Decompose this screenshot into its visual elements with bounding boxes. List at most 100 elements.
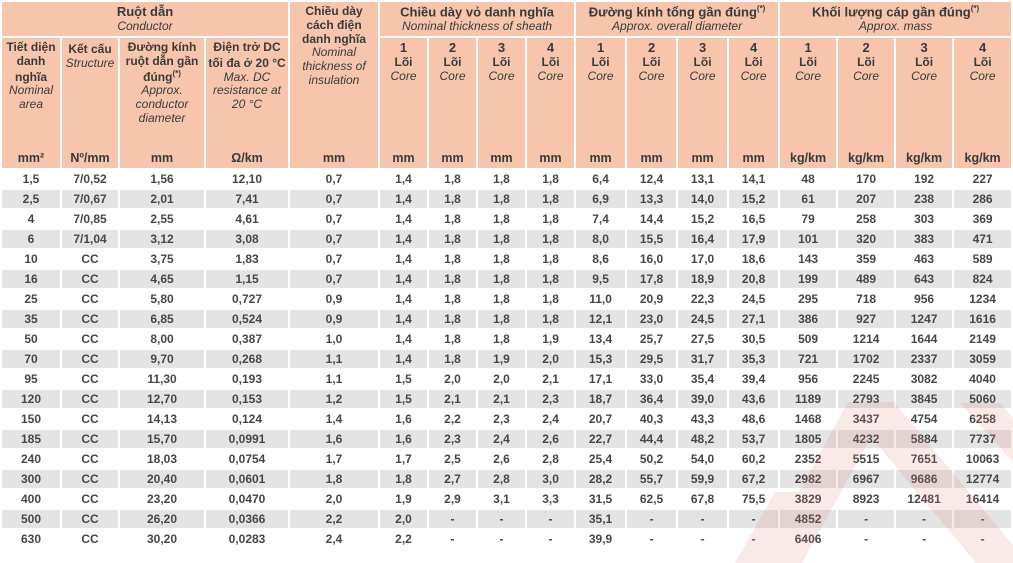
cell-conductor-diameter: 6,85 — [120, 310, 204, 328]
cell-mass-2core: 2793 — [838, 390, 895, 408]
cell-diameter-3core: 48,2 — [678, 430, 728, 448]
cell-structure: CC — [62, 470, 118, 488]
cell-sheath-3core: 1,8 — [478, 210, 526, 228]
cell-sheath-2core: 1,8 — [429, 250, 477, 268]
cell-mass-4core: 1616 — [954, 310, 1012, 328]
cell-sheath-3core: 2,1 — [478, 390, 526, 408]
cell-sheath-3core: 1,8 — [478, 270, 526, 288]
cell-diameter-3core: - — [678, 510, 728, 528]
cell-diameter-3core: 14,0 — [678, 190, 728, 208]
cell-structure: CC — [62, 390, 118, 408]
cell-diameter-2core: 44,4 — [627, 430, 677, 448]
cell-sheath-2core: 2,1 — [429, 390, 477, 408]
cell-dc-resistance: 0,0366 — [206, 510, 289, 528]
cell-diameter-1core: 31,5 — [576, 490, 626, 508]
table-row: 150 CC 14,13 0,124 1,4 1,6 2,2 2,3 2,4 20,7 40,3 43… — [2, 410, 1012, 428]
cell-mass-4core: 286 — [954, 190, 1012, 208]
cell-mass-4core: 369 — [954, 210, 1012, 228]
cell-insulation-thickness: 1,8 — [290, 470, 379, 488]
cell-conductor-diameter: 4,65 — [120, 270, 204, 288]
column-mass-3core: 3 Lõi Core kg/km — [896, 38, 953, 168]
cell-sheath-2core: 1,8 — [429, 310, 477, 328]
cell-sheath-3core: 2,8 — [478, 470, 526, 488]
cell-mass-1core: 101 — [780, 230, 837, 248]
cell-sheath-1core: 1,9 — [380, 490, 428, 508]
cell-sheath-2core: 2,2 — [429, 410, 477, 428]
table-row: 185 CC 15,70 0,0991 1,6 1,6 2,3 2,4 2,6 22,7 44,4 4… — [2, 430, 1012, 448]
cell-dc-resistance: 0,153 — [206, 390, 289, 408]
cell-mass-3core: 463 — [896, 250, 953, 268]
cell-nominal-area: 400 — [2, 490, 60, 508]
cell-diameter-2core: 15,5 — [627, 230, 677, 248]
cell-sheath-1core: 1,7 — [380, 450, 428, 468]
cell-mass-3core: 1247 — [896, 310, 953, 328]
cell-structure: 7/0,52 — [62, 170, 118, 188]
cell-dc-resistance: 0,124 — [206, 410, 289, 428]
group-sheath-label-vn: Chiều dày vỏ danh nghĩa — [400, 4, 554, 20]
cell-structure: CC — [62, 450, 118, 468]
column-mass-4core: 4 Lõi Core kg/km — [954, 38, 1012, 168]
cell-mass-1core: 3829 — [780, 490, 837, 508]
cell-mass-3core: 2337 — [896, 350, 953, 368]
table-row: 400 CC 23,20 0,0470 2,0 1,9 2,9 3,1 3,3 31,5 62,5 6… — [2, 490, 1012, 508]
cell-conductor-diameter: 5,80 — [120, 290, 204, 308]
cell-insulation-thickness: 0,7 — [290, 190, 379, 208]
cell-diameter-3core: 31,7 — [678, 350, 728, 368]
cell-insulation-thickness: 1,1 — [290, 350, 379, 368]
cell-mass-3core: 643 — [896, 270, 953, 288]
cell-sheath-2core: 1,8 — [429, 210, 477, 228]
insulation-label-en: Nominal thickness of insulation — [302, 45, 366, 87]
cell-mass-2core: 8923 — [838, 490, 895, 508]
cell-sheath-1core: 1,5 — [380, 390, 428, 408]
cell-conductor-diameter: 3,12 — [120, 230, 204, 248]
table-row: 95 CC 11,30 0,193 1,1 1,5 2,0 2,0 2,1 17,1 33,0 35,… — [2, 370, 1012, 388]
cell-nominal-area: 300 — [2, 470, 60, 488]
cell-nominal-area: 95 — [2, 370, 60, 388]
cell-sheath-1core: 1,4 — [380, 330, 428, 348]
cell-sheath-1core: 2,0 — [380, 510, 428, 528]
cell-diameter-1core: 25,4 — [576, 450, 626, 468]
cell-diameter-1core: 7,4 — [576, 210, 626, 228]
column-mass-1core: 1 Lõi Core kg/km — [780, 38, 837, 168]
cell-diameter-2core: 23,0 — [627, 310, 677, 328]
cell-insulation-thickness: 0,9 — [290, 310, 379, 328]
group-mass-label-en: Approx. mass — [858, 18, 933, 33]
cable-spec-table: Ruột dẫn Conductor Chiều dày cách điện d… — [2, 2, 1012, 548]
cell-sheath-1core: 1,4 — [380, 170, 428, 188]
cell-mass-3core: 238 — [896, 190, 953, 208]
cell-mass-2core: 1214 — [838, 330, 895, 348]
cell-mass-4core: 471 — [954, 230, 1012, 248]
cell-diameter-4core: 67,2 — [729, 470, 779, 488]
cell-insulation-thickness: 1,6 — [290, 430, 379, 448]
column-conductor-0: Tiết diện danh nghĩa Nominal area mm² — [2, 38, 60, 168]
group-conductor: Ruột dẫn Conductor — [2, 2, 289, 36]
cell-nominal-area: 185 — [2, 430, 60, 448]
cell-dc-resistance: 1,83 — [206, 250, 289, 268]
cell-sheath-1core: 1,8 — [380, 470, 428, 488]
cell-insulation-thickness: 2,2 — [290, 510, 379, 528]
cell-diameter-4core: - — [729, 510, 779, 528]
cell-structure: CC — [62, 530, 118, 548]
cell-diameter-3core: 35,4 — [678, 370, 728, 388]
cell-diameter-1core: 17,1 — [576, 370, 626, 388]
cell-mass-1core: 721 — [780, 350, 837, 368]
column-diameter-1core: 1 Lõi Core mm — [576, 38, 626, 168]
cell-sheath-4core: 1,8 — [527, 290, 575, 308]
table-row: 35 CC 6,85 0,524 0,9 1,4 1,8 1,8 1,8 12,1 23,0 24,5… — [2, 310, 1012, 328]
cell-conductor-diameter: 26,20 — [120, 510, 204, 528]
cell-structure: CC — [62, 410, 118, 428]
cell-dc-resistance: 0,727 — [206, 290, 289, 308]
cell-mass-2core: 258 — [838, 210, 895, 228]
cell-nominal-area: 6 — [2, 230, 60, 248]
table-row: 70 CC 9,70 0,268 1,1 1,4 1,8 1,9 2,0 15,3 29,5 31,7… — [2, 350, 1012, 368]
cell-mass-4core: 16414 — [954, 490, 1012, 508]
cell-diameter-2core: 36,4 — [627, 390, 677, 408]
cell-sheath-3core: 2,3 — [478, 410, 526, 428]
cell-sheath-4core: 1,8 — [527, 170, 575, 188]
cell-dc-resistance: 0,387 — [206, 330, 289, 348]
cell-structure: CC — [62, 350, 118, 368]
cell-dc-resistance: 12,10 — [206, 170, 289, 188]
cell-sheath-4core: 2,8 — [527, 450, 575, 468]
cell-conductor-diameter: 2,01 — [120, 190, 204, 208]
column-diameter-4core: 4 Lõi Core mm — [729, 38, 779, 168]
